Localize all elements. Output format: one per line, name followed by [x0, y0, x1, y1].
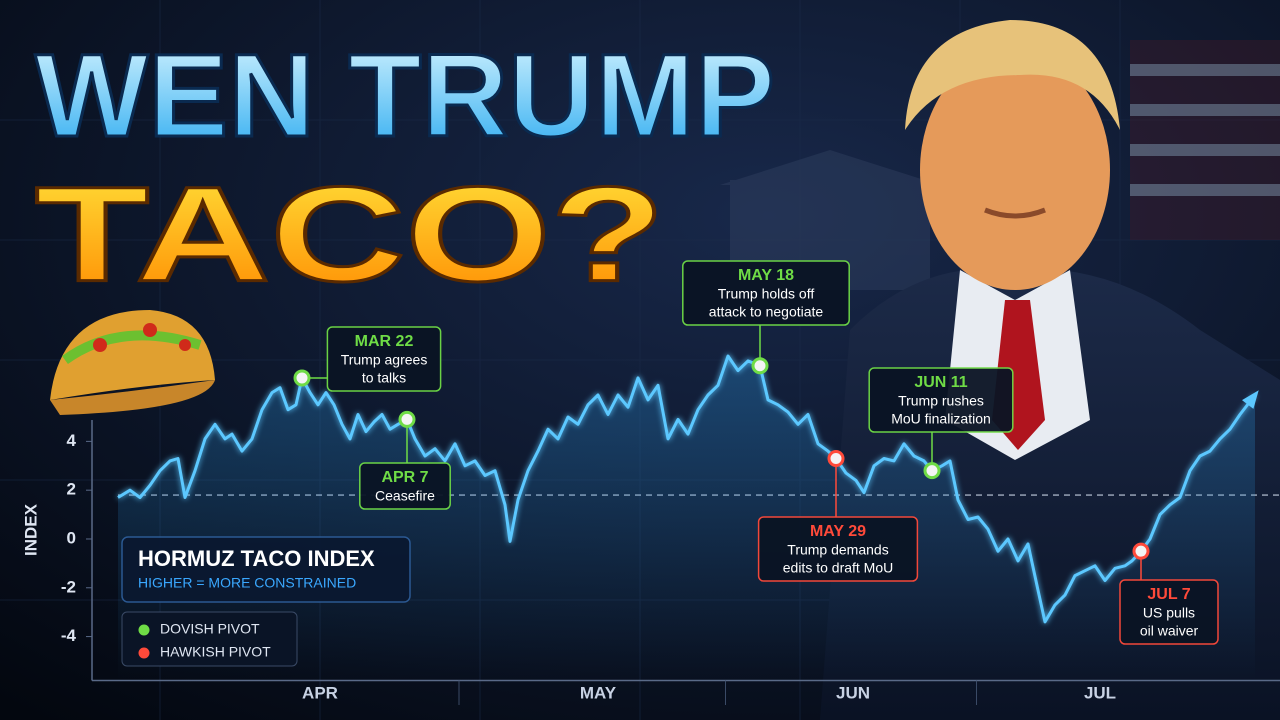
annotation-marker [751, 357, 769, 375]
legend-label: DOVISH PIVOT [160, 621, 260, 637]
annotation-box [757, 516, 919, 582]
annotation-box [326, 326, 442, 392]
y-tick-label: 0 [67, 528, 76, 547]
annotation-date: JUN 11 [914, 374, 967, 391]
y-tick-label: 4 [67, 431, 77, 450]
annotation-marker [293, 369, 311, 387]
annotation-text: Trump holds off [718, 286, 815, 302]
legend-label: HAWKISH PIVOT [160, 644, 271, 660]
legend-box [121, 611, 298, 667]
annotation-date: JUL 7 [1147, 586, 1190, 603]
annotation-box [359, 462, 451, 510]
legend-swatch [138, 647, 150, 659]
title-line2: TACO? [35, 159, 665, 310]
annotation-marker [398, 410, 416, 428]
arrowhead [1242, 390, 1259, 409]
x-tick-label: MAY [580, 683, 617, 702]
annotation-text: edits to draft MoU [783, 560, 894, 576]
x-tick-label: JUN [836, 683, 870, 702]
x-tick-label: APR [302, 683, 338, 702]
annotation-text: Ceasefire [375, 488, 435, 504]
title-line1: WEN TRUMP [35, 30, 775, 162]
taco-icon [50, 310, 215, 415]
y-tick-label: -4 [61, 626, 77, 645]
annotation-text: MoU finalization [891, 411, 991, 427]
annotation-date: MAR 22 [355, 333, 414, 350]
annotation-text: attack to negotiate [709, 304, 824, 320]
annotation-text: US pulls [1143, 605, 1195, 621]
annotation-text: Trump rushes [898, 393, 984, 409]
annotation-box [868, 367, 1014, 433]
annotation-date: APR 7 [381, 469, 428, 486]
y-tick-label: -2 [61, 577, 76, 596]
x-tick-label: JUL [1084, 683, 1116, 702]
annotation-box [682, 260, 850, 326]
annotation-marker [923, 462, 941, 480]
annotation-marker [1132, 542, 1150, 560]
annotation-text: Trump agrees [341, 352, 428, 368]
flag [1130, 40, 1280, 240]
overlay: MAR 22 Trump agrees to talks APR 7 Ceasefire… [138, 260, 1219, 660]
index-box: HORMUZ TACO INDEX HIGHER = MORE CONSTRAI… [121, 536, 411, 603]
y-tick-label: 2 [67, 480, 76, 499]
annotation-box [1119, 579, 1219, 645]
annotation-marker [827, 449, 845, 467]
annotation-date: MAY 18 [738, 267, 794, 284]
annotation-text: to talks [362, 370, 406, 386]
y-axis-label: INDEX [21, 503, 40, 556]
annotation-date: MAY 29 [810, 523, 866, 540]
annotation-text: Trump demands [787, 542, 888, 558]
legend-swatch [138, 624, 150, 636]
chart-title: HORMUZ TACO INDEX [138, 546, 375, 571]
annotation-text: oil waiver [1140, 623, 1199, 639]
chart-subtitle: HIGHER = MORE CONSTRAINED [138, 575, 356, 591]
